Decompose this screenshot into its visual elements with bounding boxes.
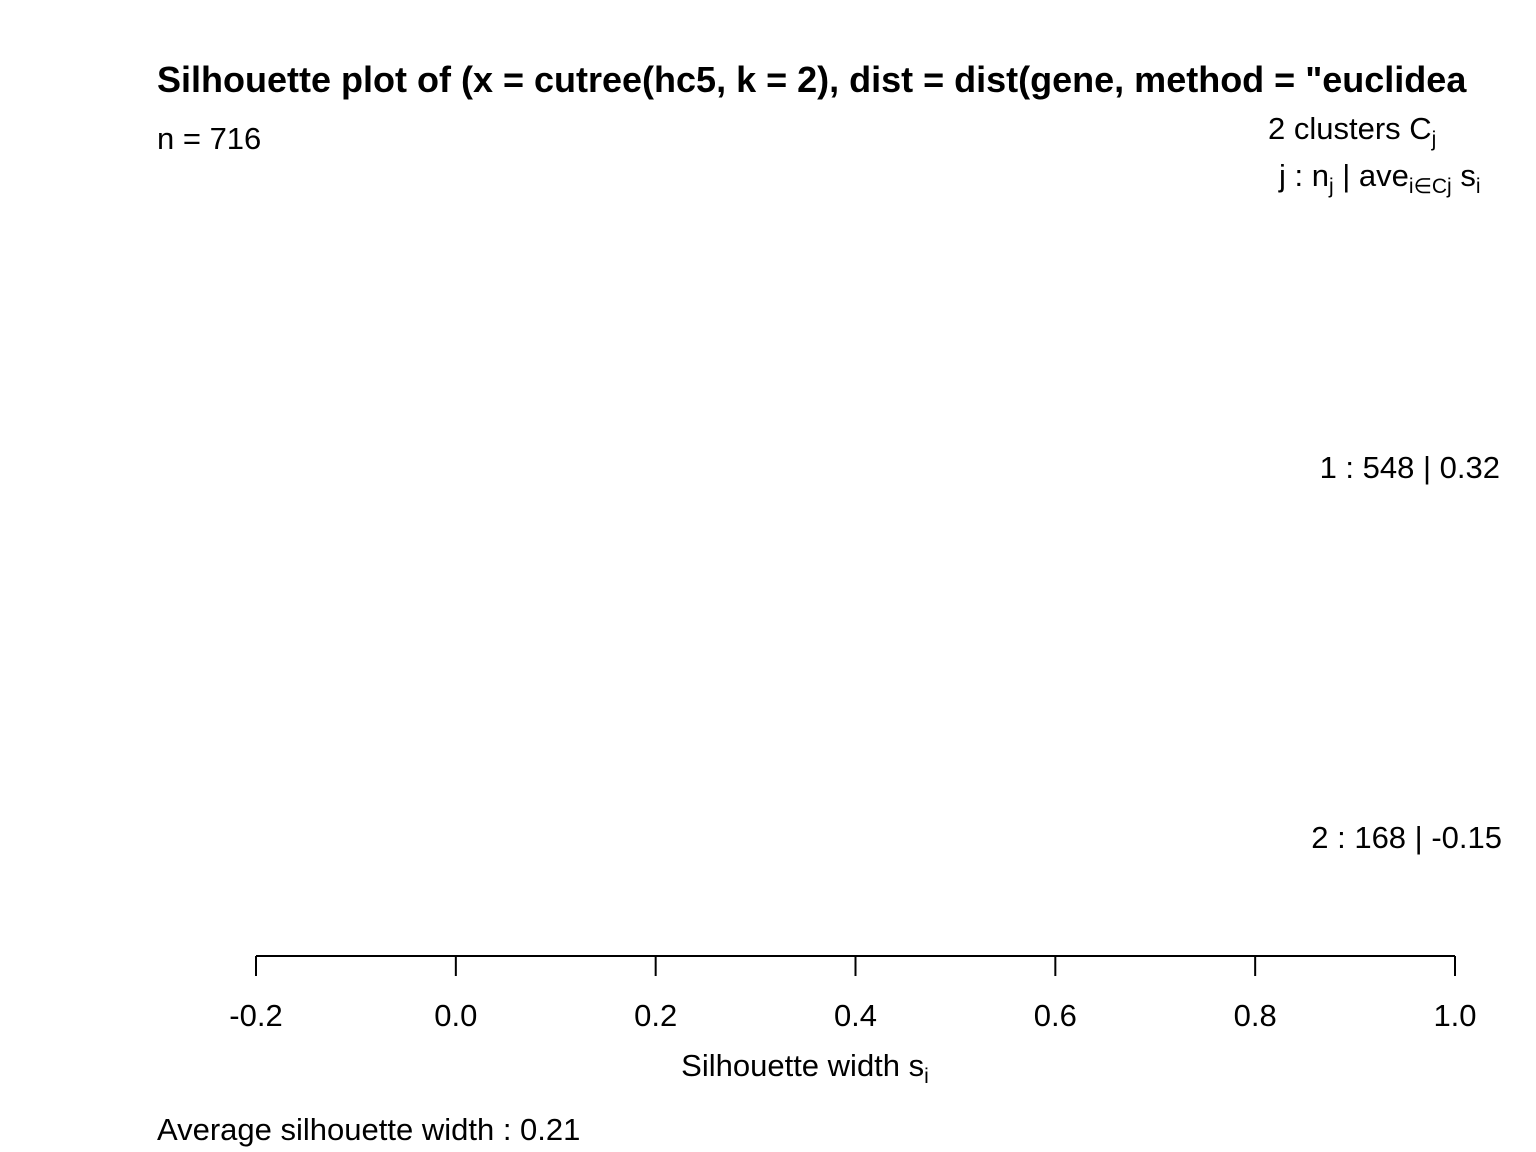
legend-row-mid: | ave xyxy=(1333,158,1409,193)
legend-clusters-sub: j xyxy=(1431,128,1437,151)
legend-row-end-sub: i xyxy=(1475,175,1481,198)
chart-title: Silhouette plot of (x = cutree(hc5, k = … xyxy=(157,59,1467,100)
x-tick-label: 0.2 xyxy=(634,998,677,1033)
x-tick-label: 0.6 xyxy=(1034,998,1077,1033)
legend-row-prefix: j : n xyxy=(1279,158,1329,193)
x-axis-title: Silhouette width si xyxy=(0,1047,1536,1088)
legend-clusters-text: 2 clusters C xyxy=(1268,111,1432,146)
legend-row-prefix-sub: j xyxy=(1328,175,1334,198)
x-tick-label: -0.2 xyxy=(229,998,282,1033)
legend-row-end: s xyxy=(1451,158,1476,193)
x-tick-label: 0.8 xyxy=(1234,998,1277,1033)
x-axis-title-text: Silhouette width s xyxy=(681,1048,925,1083)
legend-clusters-header: 2 clusters Cj xyxy=(1268,110,1437,151)
x-tick-label: 0.4 xyxy=(834,998,877,1033)
average-width-label: Average silhouette width : 0.21 xyxy=(157,1112,581,1147)
n-label: n = 716 xyxy=(157,121,262,156)
x-axis-title-sub: i xyxy=(924,1065,929,1088)
x-tick-label: 1.0 xyxy=(1433,998,1476,1033)
cluster-2-label: 2 : 168 | -0.15 xyxy=(1311,820,1502,855)
x-tick-label: 0.0 xyxy=(434,998,477,1033)
cluster-1-label: 1 : 548 | 0.32 xyxy=(1319,450,1500,485)
legend-row-mid-sub: i∈Cj xyxy=(1408,175,1452,198)
legend-row-header: j : nj | avei∈Cj si xyxy=(1279,157,1481,198)
